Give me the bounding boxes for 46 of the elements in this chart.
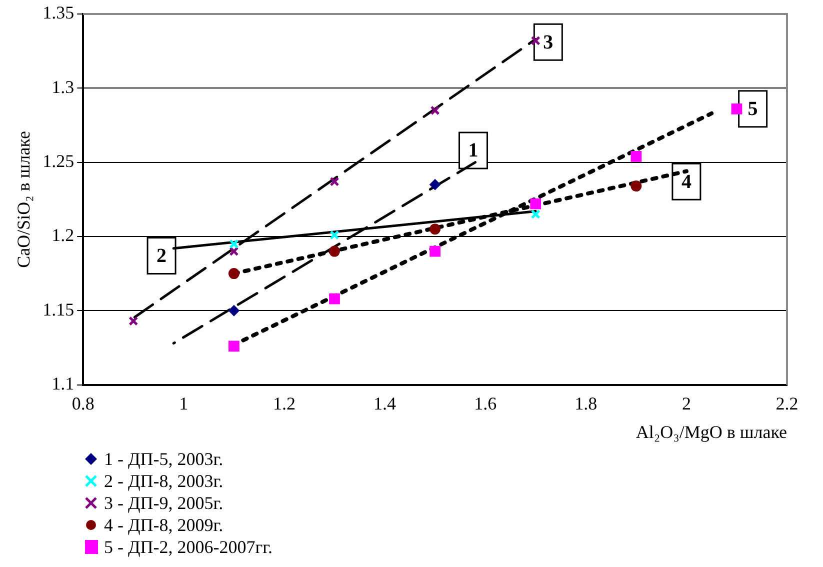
legend-label: 1 - ДП-5, 2003г. (104, 448, 224, 470)
point (430, 246, 440, 257)
point (128, 316, 138, 326)
point (530, 198, 542, 210)
point (630, 180, 642, 192)
point (530, 36, 540, 46)
x-tick-label: 1 (179, 393, 188, 414)
y-tick-label: 1.2 (52, 225, 74, 246)
annotation: 5 (748, 98, 758, 120)
x-axis-title: Al₂O₃/MgO в шлаке (636, 422, 788, 442)
annotation: 2 (156, 244, 167, 267)
x-tick-label: 2 (682, 393, 691, 414)
x-tick-label: 1.4 (374, 393, 396, 414)
x-tick-label: 0.8 (72, 393, 94, 414)
y-tick-label: 1.1 (52, 374, 74, 394)
point (430, 106, 440, 116)
point (330, 230, 340, 240)
x-tick-label: 1.8 (574, 393, 598, 414)
y-tick-label: 1.3 (52, 76, 74, 97)
point (229, 246, 239, 256)
point (530, 209, 540, 220)
y-axis-title: CaO/SiO₂ в шлаке (14, 130, 34, 268)
annotation: 4 (681, 170, 692, 193)
point (630, 150, 642, 162)
point (430, 179, 441, 190)
point (330, 176, 340, 186)
legend-label: 3 - ДП-9, 2005г. (104, 492, 224, 514)
point (329, 293, 340, 304)
y-tick-label: 1.15 (42, 299, 74, 320)
annotation: 1 (468, 140, 478, 162)
legend-label: 4 - ДП-8, 2009г. (104, 514, 224, 536)
y-tick-label: 1.35 (42, 2, 74, 23)
y-tick-label: 1.25 (42, 151, 74, 172)
point (229, 239, 239, 249)
point (228, 268, 240, 280)
point (430, 224, 441, 235)
x-tick-label: 1.6 (474, 393, 497, 414)
point (228, 340, 240, 352)
legend-label: 5 - ДП-2, 2006-2007гг. (104, 536, 272, 558)
x-tick-label: 2.2 (776, 393, 798, 414)
point (228, 305, 240, 316)
x-tick-label: 1.2 (272, 393, 296, 414)
annotation: 3 (543, 31, 554, 54)
point (731, 103, 742, 114)
point (328, 246, 340, 257)
legend-label: 2 - ДП-8, 2003г. (104, 470, 224, 492)
